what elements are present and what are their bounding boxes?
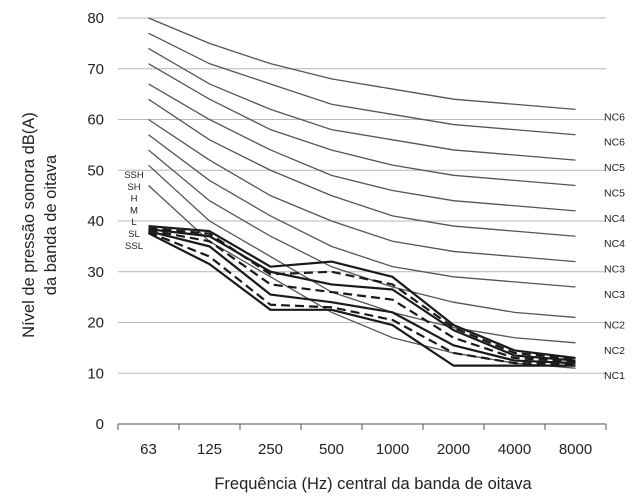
y-tick-label-80: 80 — [87, 10, 104, 27]
grid-layer — [118, 17, 606, 374]
nc-curve-NC45 — [148, 83, 576, 212]
x-tick-label-8000: 8000 — [559, 441, 592, 458]
sound-label-SH: SH — [127, 182, 140, 193]
y-tick-label-50: 50 — [87, 162, 104, 179]
y-tick-label-60: 60 — [87, 112, 104, 129]
sound-label-SL: SL — [128, 229, 140, 240]
nc-curves-layer — [148, 17, 576, 369]
y-tick-label-30: 30 — [87, 264, 104, 281]
sound-label-L: L — [131, 217, 136, 228]
sound-curve-M — [148, 229, 576, 363]
nc-label-NC35: NC3 — [604, 264, 625, 276]
nc-label-NC65: NC6 — [604, 111, 625, 123]
nc-label-NC40: NC4 — [604, 238, 625, 250]
sound-curve-H — [148, 228, 576, 362]
sound-label-H: H — [131, 194, 138, 205]
label-layer: NC6 NC6 NC5 NC5 NC4 NC4 NC3 NC3 NC2 NC2 NC1 SSHSHHM… — [124, 111, 625, 382]
x-tick-label-500: 500 — [319, 441, 344, 458]
y-tick-label-40: 40 — [87, 213, 104, 230]
nc-curve-NC35 — [148, 118, 576, 263]
sound-curve-SL — [148, 231, 576, 366]
nc-curve-NC65 — [148, 17, 576, 110]
nc-curve-NC50 — [148, 63, 576, 187]
nc-label-NC30: NC3 — [604, 289, 625, 301]
nc-curve-NC40 — [148, 98, 576, 237]
sound-label-SSH: SSH — [124, 170, 144, 181]
y-tick-label-10: 10 — [87, 365, 104, 382]
sound-curve-SH — [148, 227, 576, 361]
x-tick-label-125: 125 — [197, 441, 222, 458]
sound-curve-SSL — [148, 232, 576, 367]
sound-label-M: M — [130, 205, 138, 216]
y-axis-title-line-1: Nível de pressão sonora dB(A) — [20, 112, 38, 338]
x-axis-title: Frequência (Hz) central da banda de oita… — [214, 475, 532, 493]
nc-label-NC15: NC1 — [604, 370, 625, 382]
nc-label-NC20: NC2 — [604, 345, 625, 357]
sound-label-SSL: SSL — [125, 241, 143, 252]
nc-curve-NC20 — [148, 164, 576, 344]
nc-label-NC45: NC4 — [604, 213, 625, 225]
axis-layer: 0 10 20 30 40 50 60 70 80 63 125 250 500 1000 2000 4000… — [87, 10, 607, 458]
nc-curve-NC60 — [148, 32, 576, 136]
nc-label-NC25: NC2 — [604, 319, 625, 331]
y-tick-label-20: 20 — [87, 315, 104, 332]
nc-label-NC55: NC5 — [604, 162, 625, 174]
x-tick-label-4000: 4000 — [498, 441, 531, 458]
sound-curve-SSH — [148, 224, 576, 360]
nc-label-NC60: NC6 — [604, 137, 625, 149]
x-tick-label-1000: 1000 — [376, 441, 409, 458]
y-axis-title-line-2: da banda de oitava — [42, 154, 60, 295]
sound-curve-L — [148, 230, 576, 365]
y-tick-label-0: 0 — [96, 416, 104, 433]
nc-curve-NC55 — [148, 47, 576, 161]
nc-curve-NC25 — [148, 149, 576, 319]
x-tick-label-2000: 2000 — [437, 441, 470, 458]
y-tick-label-70: 70 — [87, 61, 104, 78]
x-tick-label-250: 250 — [258, 441, 283, 458]
nc-curve-NC30 — [148, 134, 576, 288]
nc-label-NC50: NC5 — [604, 187, 625, 199]
sound-curves-layer — [148, 224, 576, 367]
x-tick-label-63: 63 — [140, 441, 157, 458]
